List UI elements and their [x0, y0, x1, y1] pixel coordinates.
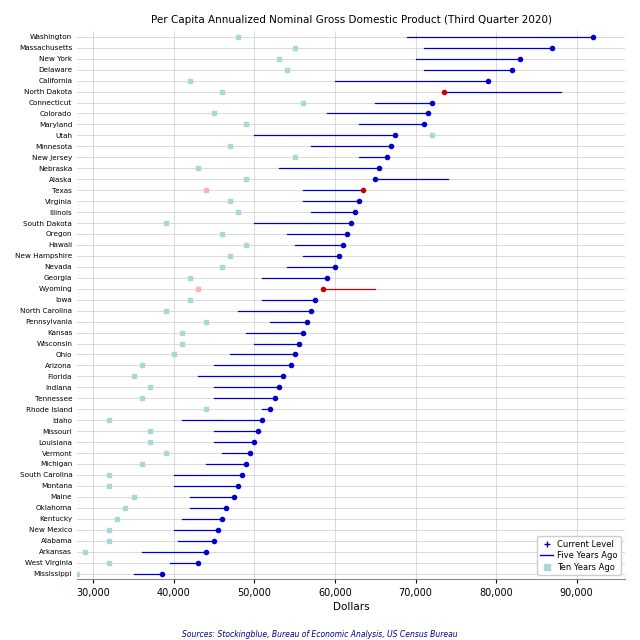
Title: Per Capita Annualized Nominal Gross Domestic Product (Third Quarter 2020): Per Capita Annualized Nominal Gross Dome… [150, 15, 552, 25]
X-axis label: Dollars: Dollars [333, 602, 369, 612]
Legend: Current Level, Five Years Ago, Ten Years Ago: Current Level, Five Years Ago, Ten Years… [537, 536, 621, 575]
Text: Sources: Stockingblue, Bureau of Economic Analysis, US Census Bureau: Sources: Stockingblue, Bureau of Economi… [182, 630, 458, 639]
